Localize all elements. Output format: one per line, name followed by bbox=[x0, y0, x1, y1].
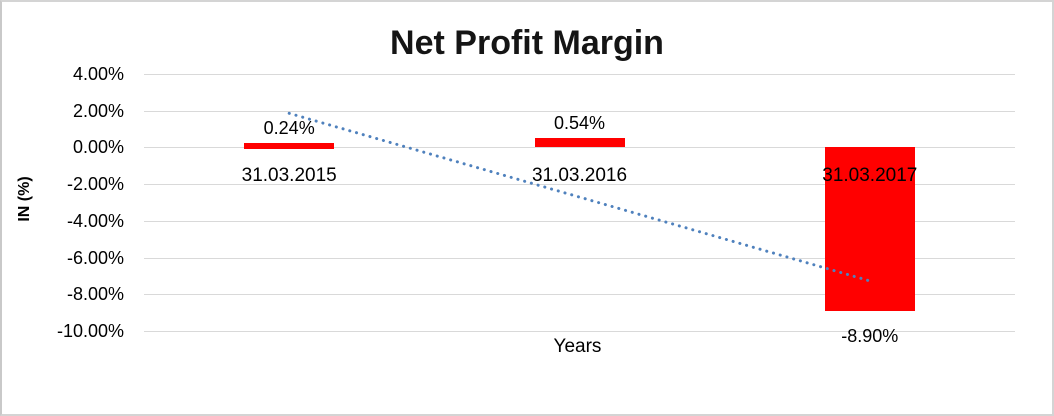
bar-31-03-2015 bbox=[244, 143, 335, 149]
data-label: 0.24% bbox=[263, 118, 315, 138]
gridline bbox=[144, 294, 1015, 296]
chart-title: Net Profit Margin bbox=[390, 24, 664, 62]
x-axis-title: Years bbox=[553, 336, 602, 357]
y-axis-tick-label: -6.00% bbox=[66, 247, 124, 268]
y-axis-tick-label: -4.00% bbox=[66, 210, 124, 231]
gridline bbox=[144, 331, 1015, 332]
category-label: 31.03.2015 bbox=[241, 165, 337, 187]
data-label: -8.90% bbox=[841, 325, 899, 346]
y-axis-tick-label: -10.00% bbox=[56, 321, 124, 341]
y-axis-tick-label: 2.00% bbox=[72, 100, 124, 121]
gridline bbox=[144, 74, 1015, 75]
category-label: 31.03.2017 bbox=[822, 165, 918, 187]
category-label: 31.03.2016 bbox=[531, 165, 628, 187]
y-axis-tick-label: 4.00% bbox=[72, 64, 124, 84]
data-label: 0.54% bbox=[553, 112, 606, 133]
y-axis-tick-label: -2.00% bbox=[66, 174, 124, 195]
y-axis-tick-label: 0.00% bbox=[72, 137, 124, 158]
bar-31-03-2016 bbox=[534, 137, 625, 148]
y-axis-tick-label: -8.00% bbox=[66, 284, 124, 305]
gridline bbox=[144, 110, 1015, 112]
